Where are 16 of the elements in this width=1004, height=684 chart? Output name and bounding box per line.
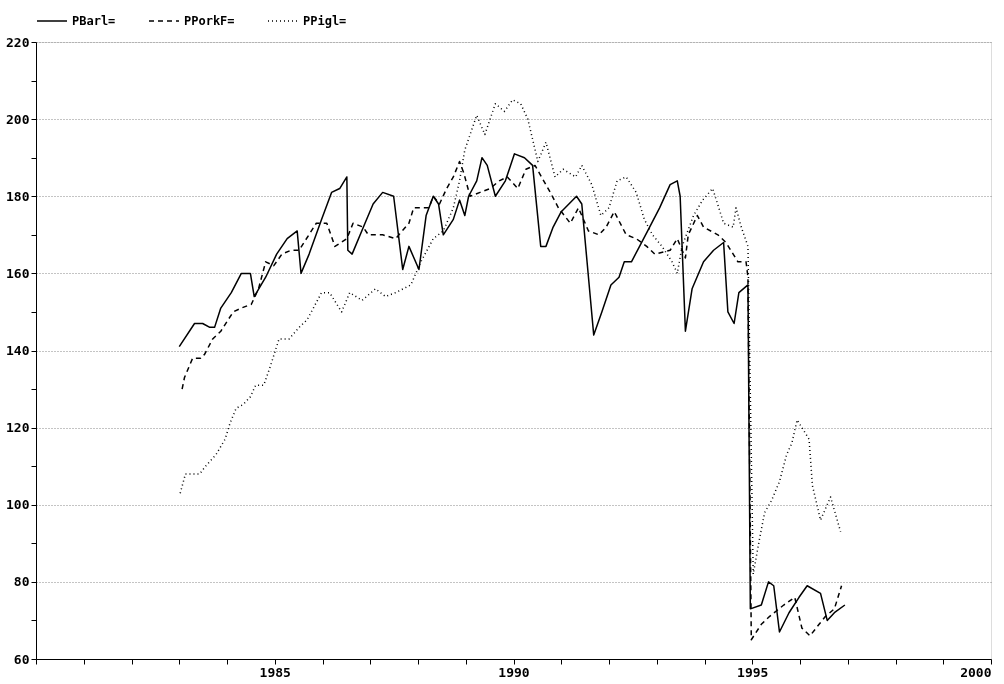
y-tick-label: 120 (6, 420, 30, 436)
y-tick-label: 220 (6, 34, 30, 50)
x-tick-label: 1985 (259, 664, 291, 680)
y-tick-label: 80 (13, 574, 30, 590)
y-tick-label: 180 (6, 188, 30, 204)
y-tick-label: 140 (6, 343, 30, 358)
y-tick-label: 160 (6, 265, 30, 281)
legend-label: PBarl= (72, 14, 116, 28)
y-tick-label: 100 (6, 497, 30, 513)
legend-label: PPigl= (303, 14, 347, 28)
x-tick-label: 1990 (498, 664, 530, 680)
y-tick-label: 60 (13, 651, 30, 667)
y-tick-label: 200 (6, 111, 30, 127)
legend-label: PPorkF= (184, 14, 235, 28)
x-tick-label: 2000 (960, 664, 992, 680)
x-tick-label: 1995 (737, 664, 769, 680)
